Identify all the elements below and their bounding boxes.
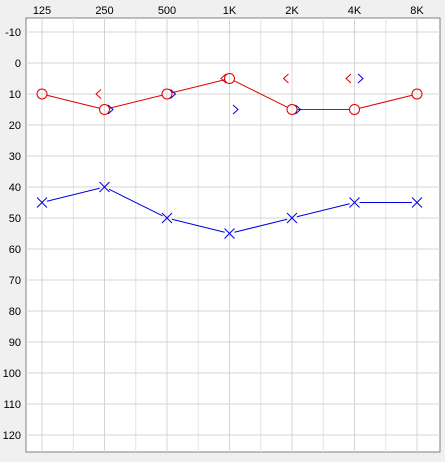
series-segment <box>109 94 163 109</box>
series-segment <box>108 188 163 217</box>
right-bracket-marker <box>295 104 302 115</box>
plot-area <box>25 17 441 453</box>
grid-lines <box>26 18 440 452</box>
series-segment <box>46 187 100 202</box>
circle-marker <box>224 73 235 84</box>
y-tick-label: 20 <box>9 120 21 132</box>
series-segment <box>233 80 288 108</box>
x-tick-label: 4K <box>348 5 362 17</box>
cross-marker <box>99 181 110 193</box>
x-tick-label: 2K <box>285 5 299 17</box>
circle-marker <box>36 88 48 100</box>
x-tick-label: 250 <box>95 5 113 17</box>
circle-marker <box>99 104 110 115</box>
left-bracket-marker <box>345 73 352 84</box>
y-tick-label: 80 <box>9 306 21 318</box>
y-tick-label: 110 <box>3 399 21 411</box>
circle-marker <box>349 104 360 115</box>
series-segment <box>234 218 288 233</box>
y-tick-label: 70 <box>9 275 21 287</box>
x-tick-label: 1K <box>223 5 237 17</box>
series-segment <box>296 203 350 218</box>
circle-marker <box>286 104 298 115</box>
x-tick-label: 500 <box>158 5 176 17</box>
y-tick-label: 0 <box>15 58 21 70</box>
series-cross <box>36 181 423 239</box>
x-tick-label: 8K <box>410 5 424 17</box>
y-tick-label: 50 <box>9 213 21 225</box>
y-tick-label: -10 <box>5 27 21 39</box>
left-bracket-marker <box>95 89 102 99</box>
series-segment <box>46 94 100 109</box>
cross-marker <box>286 212 298 224</box>
x-tick-label: 125 <box>33 5 51 17</box>
y-tick-label: 30 <box>9 151 21 163</box>
left-bracket-marker <box>220 73 227 84</box>
circle-marker <box>161 88 173 100</box>
series-left-bracket <box>95 73 352 99</box>
series-right-bracket <box>107 73 364 115</box>
right-bracket-marker <box>232 104 239 115</box>
y-tick-label: 100 <box>3 368 21 380</box>
right-bracket-marker <box>357 73 364 84</box>
right-bracket-marker <box>107 104 114 115</box>
x-tick-labels: 125 250 500 1K 2K 4K 8K <box>33 5 425 17</box>
data-series <box>36 73 423 239</box>
left-bracket-marker <box>282 73 289 84</box>
series-segment <box>359 94 413 109</box>
series-segment <box>171 79 225 94</box>
right-bracket-marker <box>170 89 177 99</box>
cross-marker <box>411 197 423 208</box>
y-tick-label: 40 <box>9 182 21 194</box>
y-tick-label: 90 <box>9 337 21 349</box>
series-segment <box>171 218 225 233</box>
cross-marker <box>349 197 360 208</box>
cross-marker <box>224 228 235 239</box>
y-tick-label: 120 <box>3 430 21 442</box>
y-tick-label: 60 <box>9 244 21 256</box>
cross-marker <box>161 212 173 224</box>
cross-marker <box>36 197 48 208</box>
series-circle <box>36 73 423 115</box>
circle-marker <box>411 88 423 100</box>
y-tick-label: 10 <box>9 89 21 101</box>
y-tick-labels: -10 0 10 20 30 40 50 60 70 80 90 100 110 120 <box>3 27 21 442</box>
